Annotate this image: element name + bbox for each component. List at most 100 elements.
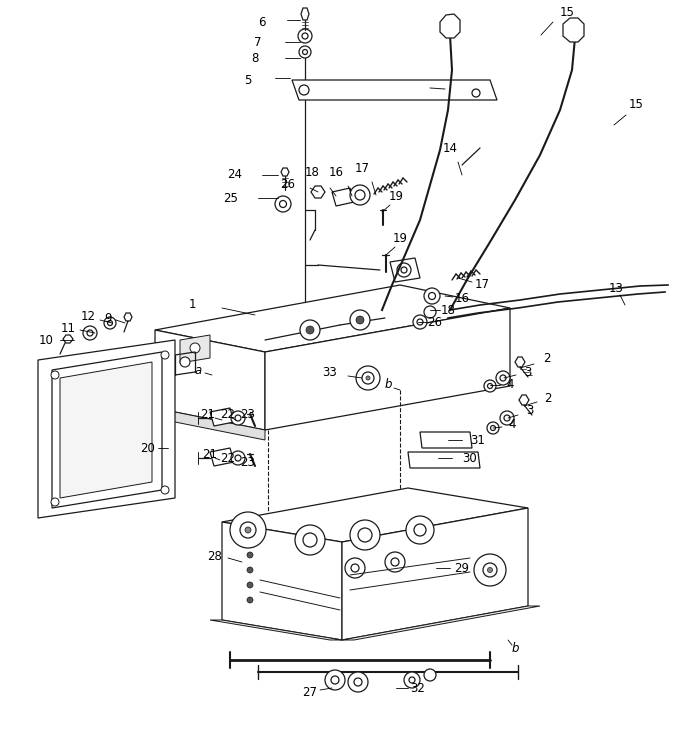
Text: 33: 33 (322, 365, 337, 379)
Circle shape (358, 528, 372, 542)
Circle shape (487, 568, 493, 572)
Circle shape (404, 672, 420, 688)
Text: 3: 3 (526, 404, 534, 417)
Text: 14: 14 (443, 141, 457, 154)
Text: 25: 25 (223, 191, 239, 205)
Circle shape (351, 564, 359, 572)
Polygon shape (155, 408, 265, 440)
Polygon shape (311, 186, 325, 198)
Circle shape (180, 357, 190, 367)
Polygon shape (210, 448, 234, 466)
Circle shape (83, 326, 97, 340)
Circle shape (303, 533, 317, 547)
Circle shape (300, 320, 320, 340)
Polygon shape (301, 8, 309, 20)
Text: 1: 1 (188, 299, 195, 311)
Circle shape (487, 422, 499, 434)
Circle shape (348, 672, 368, 692)
Polygon shape (210, 408, 234, 426)
Text: 29: 29 (454, 562, 470, 575)
Text: 18: 18 (304, 166, 320, 178)
Circle shape (413, 315, 427, 329)
Circle shape (417, 319, 423, 325)
Text: 18: 18 (440, 303, 455, 317)
Polygon shape (332, 188, 354, 206)
Text: 6: 6 (258, 16, 266, 29)
Circle shape (306, 326, 314, 334)
Text: 12: 12 (80, 309, 96, 323)
Circle shape (107, 321, 112, 326)
Text: 4: 4 (508, 419, 516, 432)
Polygon shape (292, 80, 497, 100)
Text: 7: 7 (254, 36, 262, 48)
Circle shape (424, 288, 440, 304)
Text: 2: 2 (543, 352, 551, 364)
Text: 24: 24 (228, 169, 242, 181)
Circle shape (424, 669, 436, 681)
Circle shape (355, 190, 365, 200)
Circle shape (235, 455, 241, 461)
Circle shape (245, 527, 251, 533)
Text: 10: 10 (38, 333, 54, 346)
Text: 5: 5 (244, 73, 252, 86)
Circle shape (366, 376, 370, 380)
Circle shape (161, 351, 169, 359)
Polygon shape (155, 285, 510, 352)
Circle shape (385, 552, 405, 572)
Polygon shape (38, 340, 175, 518)
Circle shape (231, 411, 245, 425)
Text: 22: 22 (221, 408, 235, 422)
Text: 4: 4 (506, 379, 514, 392)
Text: 3: 3 (524, 365, 532, 379)
Circle shape (51, 371, 59, 379)
Text: 21: 21 (200, 408, 216, 422)
Circle shape (356, 366, 380, 390)
Circle shape (295, 525, 325, 555)
Text: 16: 16 (329, 166, 343, 178)
Circle shape (504, 415, 510, 421)
Polygon shape (180, 335, 210, 363)
Circle shape (424, 306, 436, 318)
Text: 30: 30 (463, 451, 477, 464)
Polygon shape (420, 432, 472, 448)
Polygon shape (210, 620, 342, 640)
Circle shape (350, 520, 380, 550)
Circle shape (104, 317, 116, 329)
Polygon shape (342, 606, 540, 640)
Circle shape (414, 524, 426, 536)
Circle shape (409, 677, 415, 683)
Circle shape (362, 372, 374, 384)
Circle shape (397, 263, 411, 277)
Text: b: b (385, 379, 392, 392)
Circle shape (190, 343, 200, 353)
Circle shape (391, 558, 399, 566)
Text: 27: 27 (302, 686, 318, 699)
Circle shape (51, 498, 59, 506)
Circle shape (231, 451, 245, 465)
Circle shape (491, 426, 496, 430)
Circle shape (325, 670, 345, 690)
Circle shape (247, 582, 253, 588)
Circle shape (247, 567, 253, 573)
Text: 11: 11 (61, 321, 75, 334)
Circle shape (487, 383, 493, 389)
Polygon shape (222, 488, 528, 542)
Text: 32: 32 (410, 681, 426, 695)
Polygon shape (440, 14, 460, 38)
Circle shape (235, 415, 241, 421)
Circle shape (331, 676, 339, 684)
Text: 9: 9 (104, 311, 112, 324)
Text: b: b (511, 642, 519, 655)
Text: a: a (194, 364, 202, 376)
Circle shape (484, 380, 496, 392)
Text: 16: 16 (454, 292, 470, 305)
Text: 22: 22 (221, 451, 235, 464)
Text: 17: 17 (355, 162, 369, 175)
Circle shape (500, 375, 506, 381)
Text: 26: 26 (427, 315, 443, 329)
Polygon shape (342, 508, 528, 640)
Text: 23: 23 (241, 456, 255, 469)
Polygon shape (519, 395, 529, 405)
Polygon shape (124, 313, 132, 321)
Polygon shape (563, 18, 584, 42)
